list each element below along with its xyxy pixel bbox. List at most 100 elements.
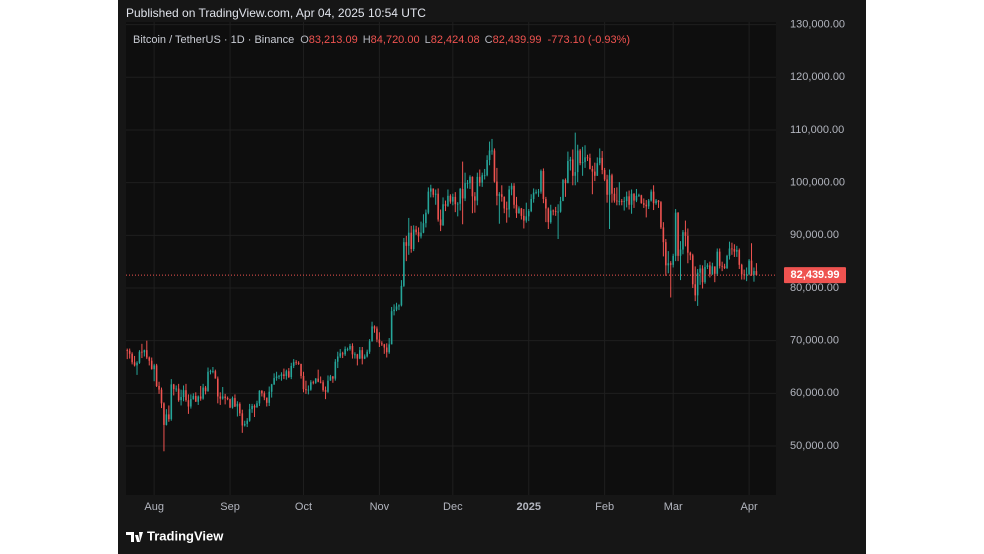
candle-body [643,203,645,205]
candle-body [432,188,435,195]
candle-body [334,361,337,379]
candle-body [417,232,420,237]
candle-body [483,175,486,177]
candle-body [224,396,226,399]
candle-body [126,350,129,351]
candle-body [606,179,608,195]
candle-body [625,196,628,202]
candle-body [368,341,371,352]
candle-body [447,195,449,206]
candle-body [549,210,552,223]
candle-body [691,255,694,285]
candle-body [696,272,699,296]
candle-body [687,235,689,253]
y-tick-label: 80,000.00 [790,282,839,294]
candle-body [243,423,246,426]
y-tick-label: 70,000.00 [790,335,839,347]
candle-body [398,305,400,307]
candle-body [677,212,679,256]
candle-body [185,390,187,401]
candle-body [180,397,182,401]
legend-c: C [485,34,493,46]
x-tick-label: Oct [295,501,312,513]
candle-body [503,196,506,209]
candle-body [150,360,153,370]
candle-body [469,176,471,184]
candle-body [559,201,562,212]
candle-body [253,405,256,408]
candle-body [567,161,569,184]
candle-body [280,374,283,376]
candle-body [295,362,297,364]
candle-body [736,250,738,252]
candle-body [133,362,136,366]
candle-body [520,208,523,216]
candle-body [525,216,528,221]
candle-body [170,384,173,420]
candle-body [709,265,711,275]
candle-body [456,203,459,205]
x-tick-label: Apr [741,501,758,513]
candle-body [547,208,550,223]
candle-body [613,193,616,201]
candle-body [589,157,591,169]
candle-body [209,371,212,373]
candle-body [476,176,479,201]
symbol: Bitcoin / TetherUS · 1D · Binance [133,34,294,46]
candle-body [515,204,518,214]
candle-body [143,350,146,353]
logo: TradingView [126,528,224,543]
candle-body [603,170,606,180]
candle-body [591,168,594,172]
candle-body [261,390,263,394]
candle-body [268,391,271,403]
candle-body [172,384,175,390]
candle-body [131,353,133,363]
candle-body [474,196,476,201]
candle-body [373,326,376,329]
candle-body [444,204,447,206]
candle-body [501,194,503,197]
legend-o: O [300,34,309,46]
candle-body [510,185,513,190]
candle-body [679,249,682,256]
candle-body [586,157,589,159]
candle-body [657,200,660,203]
candle-body [430,188,432,192]
candle-body [527,211,530,217]
candle-body [332,376,334,379]
candle-body [616,200,618,202]
y-tick-label: 100,000.00 [790,177,845,189]
published-note: Published on TradingView.com, Apr 04, 20… [126,6,426,20]
candle-body [400,285,403,306]
plot-area [126,22,776,495]
candle-body [234,398,236,407]
legend-change: -773.10 (-0.93%) [548,34,631,46]
candle-body [699,268,701,273]
candle-body [425,212,427,224]
candle-body [535,192,537,193]
legend: Bitcoin / TetherUS · 1D · Binance O83,213… [133,34,630,46]
candle-body [390,311,393,345]
candle-body [491,150,493,152]
candle-body [212,371,214,373]
candle-body [285,371,288,376]
candle-body [168,414,170,420]
candle-body [405,242,408,246]
candle-body [569,159,572,162]
candle-body [322,382,324,391]
y-tick-label: 110,000.00 [790,124,844,136]
candle-body [755,271,758,276]
candle-body [256,403,258,408]
candle-body [745,274,748,276]
candle-body [226,398,229,400]
candle-body [136,362,138,366]
candle-body [530,198,532,212]
candle-body [630,193,633,205]
candle-body [667,263,670,266]
candle-body [204,387,207,392]
candle-body [706,265,709,267]
legend-h: H [363,34,371,46]
candle-body [290,365,293,378]
candle-body [153,365,155,370]
